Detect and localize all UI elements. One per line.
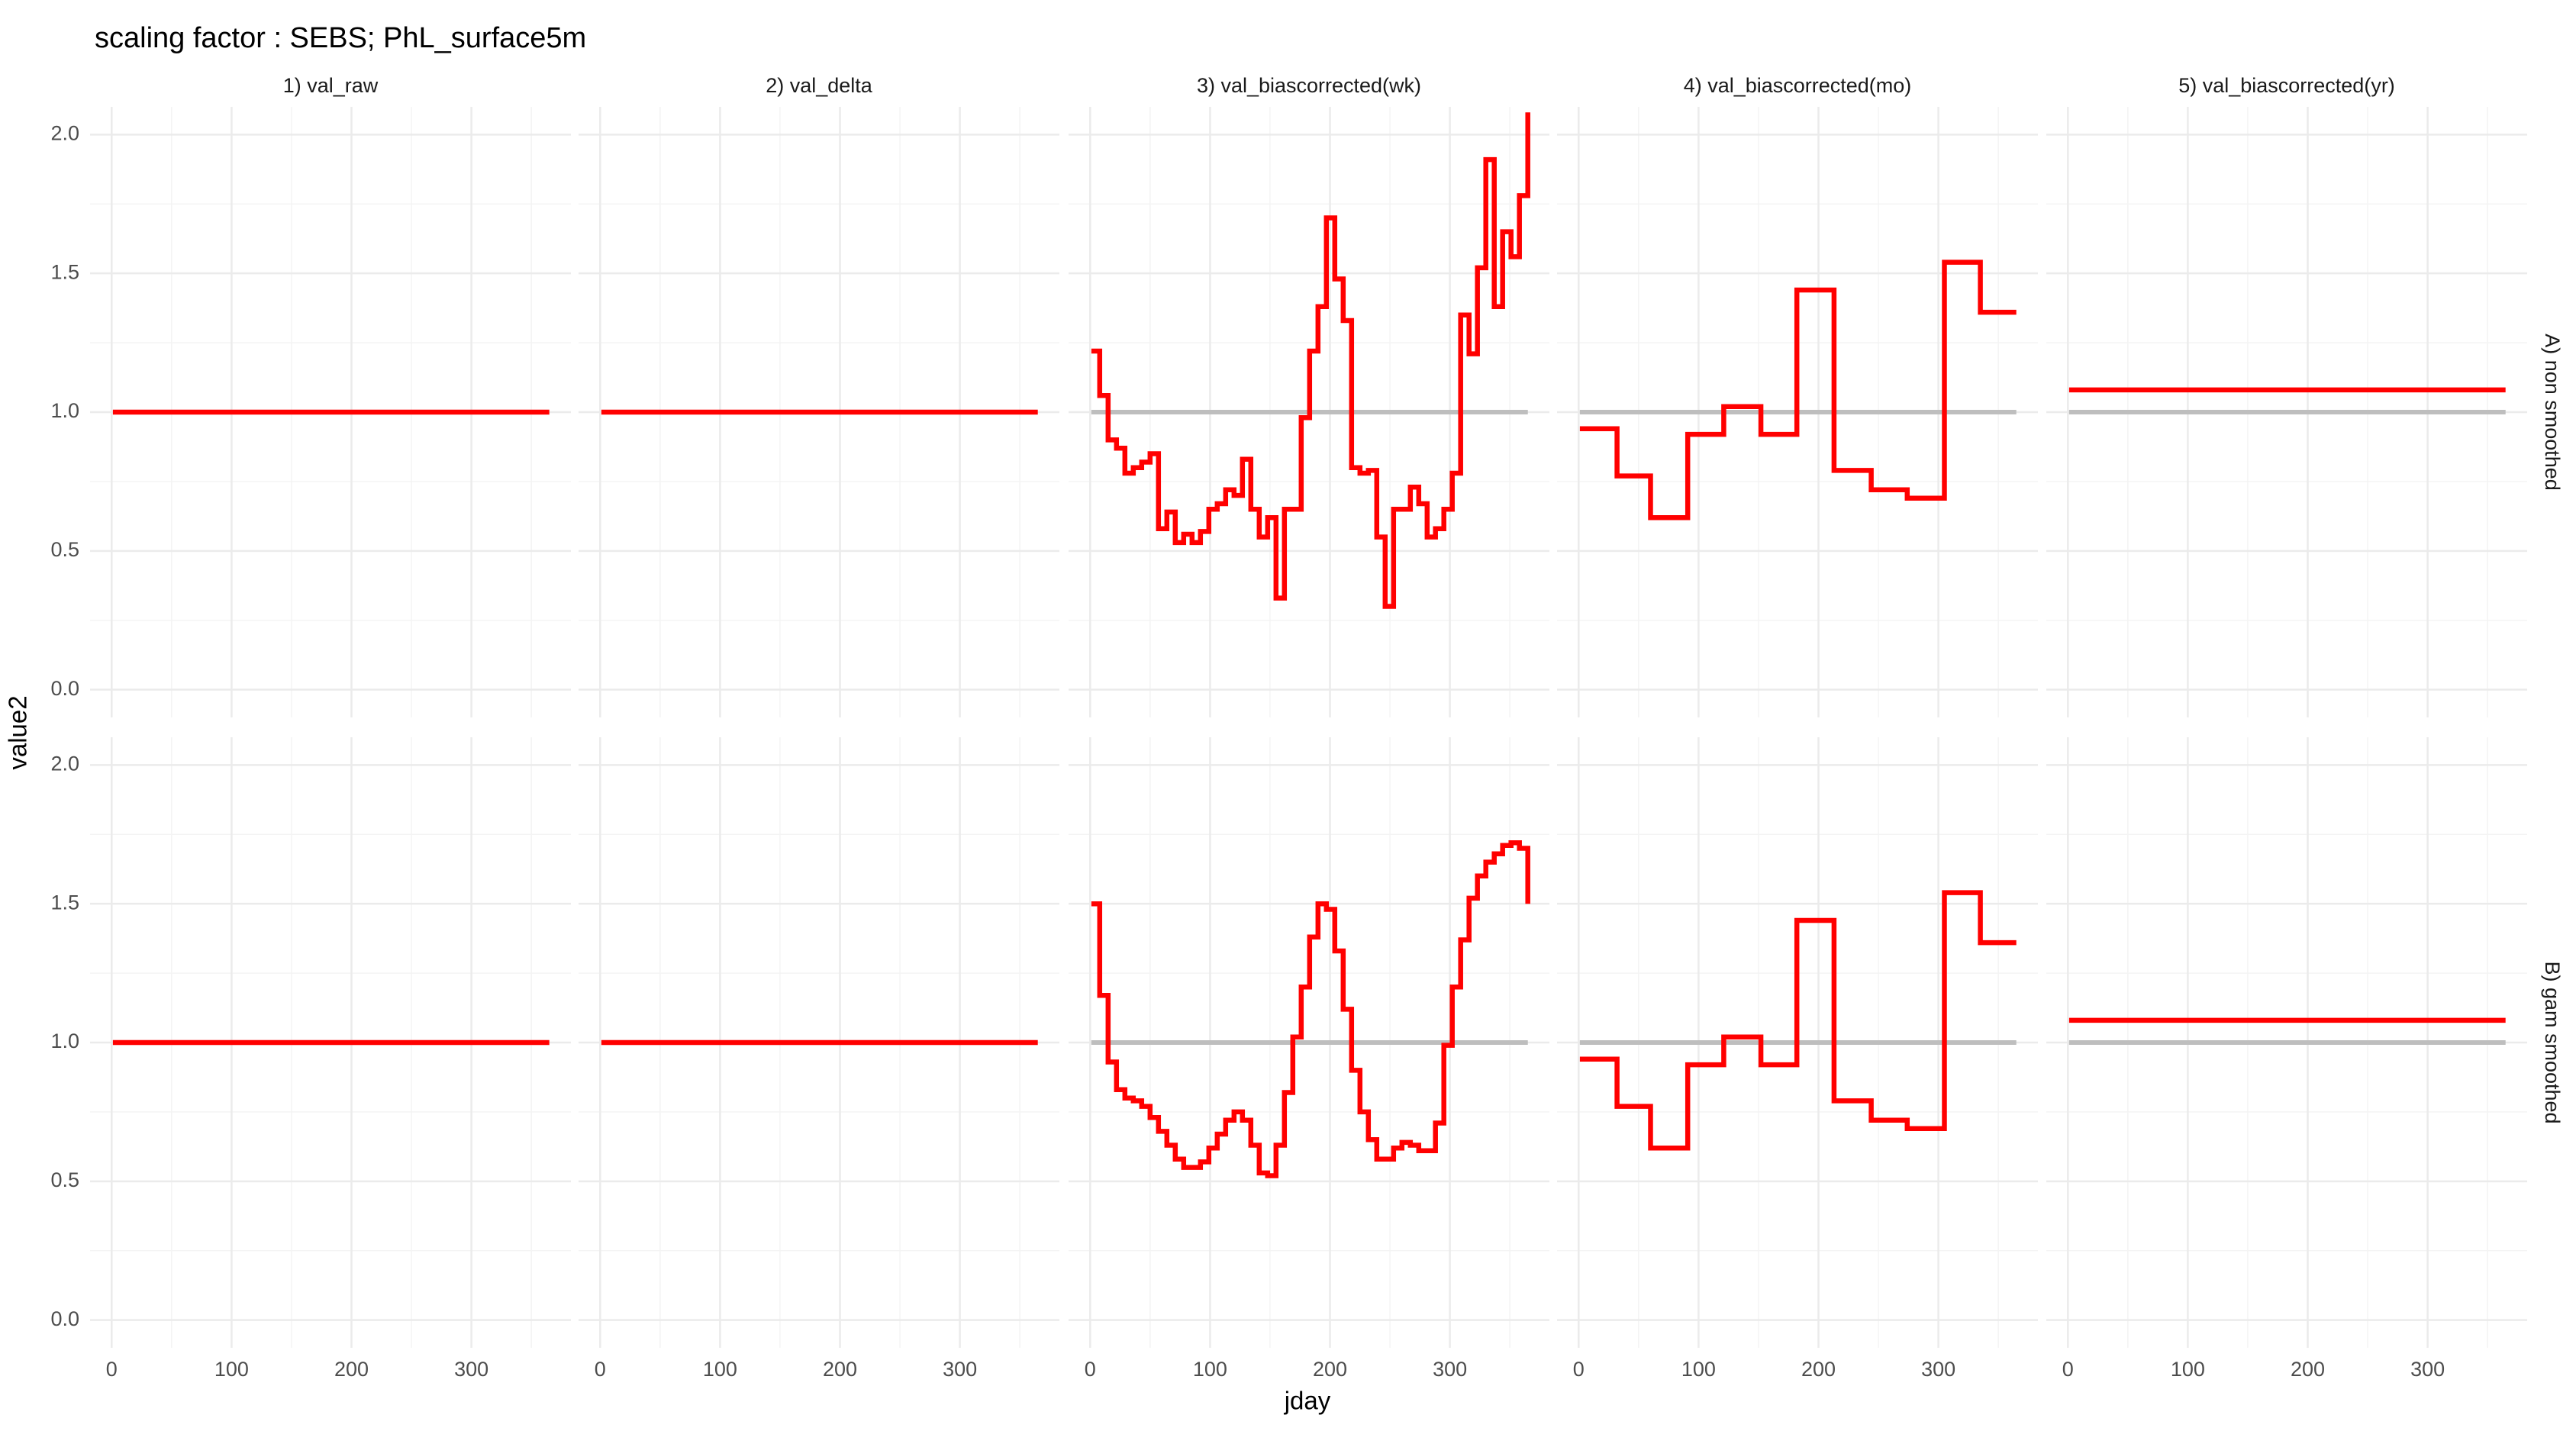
facet-column-label: 4) val_biascorrected(mo) — [1684, 74, 1912, 97]
x-tick-label: 200 — [334, 1358, 369, 1381]
x-tick-label: 0 — [1573, 1358, 1585, 1381]
y-tick-label: 0.5 — [50, 1168, 79, 1191]
y-tick-label: 1.5 — [50, 260, 79, 283]
y-tick-label: 0.0 — [50, 677, 79, 700]
x-tick-label: 300 — [943, 1358, 977, 1381]
x-axis-label: jday — [1284, 1387, 1331, 1415]
chart-title: scaling factor : SEBS; PhL_surface5m — [95, 22, 586, 54]
series-line — [1579, 890, 2017, 1151]
panel-r1-c4: 4) val_biascorrected(mo) — [1557, 74, 2038, 717]
x-tick-label: 0 — [106, 1358, 118, 1381]
x-tick-label: 300 — [1433, 1358, 1467, 1381]
x-tick-label: 100 — [1681, 1358, 1716, 1381]
series-line — [1579, 259, 2017, 521]
panels-layer: 0.0 0.5 1.0 1.5 2.0 1) val_raw 2) val_delta 3) … — [50, 74, 2563, 1381]
panel-r2-c1: 0.0 0.5 1.0 1.5 2.0 0 100 200 300 — [50, 737, 571, 1381]
panel-r1-c2: 2) val_delta — [579, 74, 1059, 717]
y-tick-label: 0.5 — [50, 538, 79, 561]
y-tick-label: 1.0 — [50, 399, 79, 422]
panel-r1-c3: 3) val_biascorrected(wk) — [1069, 74, 1549, 717]
x-tick-label: 300 — [454, 1358, 488, 1381]
facet-column-label: 2) val_delta — [766, 74, 873, 97]
x-tick-label: 0 — [2062, 1358, 2074, 1381]
y-axis-label: value2 — [4, 695, 32, 769]
facet-column-label: 5) val_biascorrected(yr) — [2178, 74, 2395, 97]
x-tick-label: 0 — [1085, 1358, 1096, 1381]
x-tick-label: 200 — [1313, 1358, 1347, 1381]
panel-r2-c5: 0 100 200 300 B) gam smoothed — [2046, 737, 2564, 1381]
x-tick-label: 100 — [2171, 1358, 2205, 1381]
y-tick-label: 1.5 — [50, 891, 79, 914]
panel-r2-c4: 0 100 200 300 — [1557, 737, 2038, 1381]
series-line — [1091, 840, 1530, 1178]
x-tick-label: 100 — [214, 1358, 249, 1381]
y-tick-label: 0.0 — [50, 1307, 79, 1330]
facet-row-label: B) gam smoothed — [2541, 961, 2564, 1123]
x-tick-label: 300 — [2410, 1358, 2445, 1381]
facet-row-label: A) non smoothed — [2541, 334, 2564, 491]
x-tick-label: 100 — [1193, 1358, 1227, 1381]
facet-column-label: 1) val_raw — [283, 74, 379, 97]
panel-r2-c3: 0 100 200 300 — [1069, 737, 1549, 1381]
panel-r1-c1: 0.0 0.5 1.0 1.5 2.0 1) val_raw — [50, 74, 571, 717]
x-tick-label: 200 — [823, 1358, 857, 1381]
x-tick-label: 200 — [2291, 1358, 2325, 1381]
x-tick-label: 100 — [703, 1358, 737, 1381]
x-tick-label: 300 — [1921, 1358, 1955, 1381]
y-tick-label: 1.0 — [50, 1030, 79, 1052]
facet-column-label: 3) val_biascorrected(wk) — [1197, 74, 1421, 97]
x-tick-label: 0 — [595, 1358, 606, 1381]
panel-r2-c2: 0 100 200 300 — [579, 737, 1059, 1381]
series-line — [1091, 112, 1530, 609]
y-tick-label: 2.0 — [50, 752, 79, 775]
y-tick-label: 2.0 — [50, 121, 79, 144]
x-tick-label: 200 — [1801, 1358, 1836, 1381]
panel-r1-c5: 5) val_biascorrected(yr) A) non smoothed — [2046, 74, 2564, 717]
